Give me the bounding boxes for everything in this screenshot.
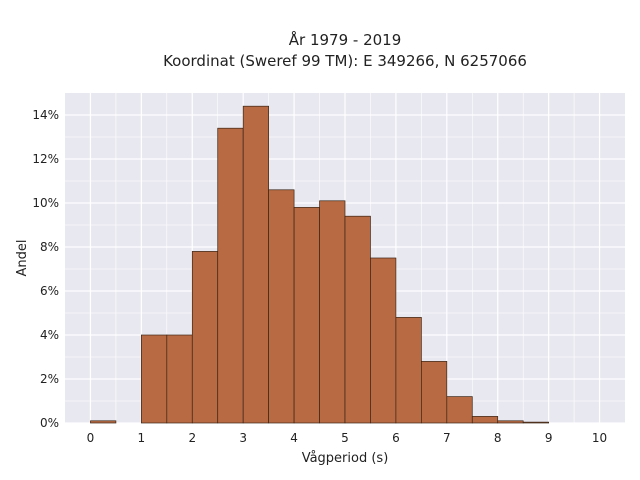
histogram-bar [90,420,117,424]
y-axis-ticks: 0% 2% 4% 6% 8% 10% 12% 14% [32,108,59,430]
histogram-bar [344,215,371,424]
histogram-bar [395,317,422,424]
x-tick-label: 7 [443,431,451,445]
y-tick-label: 12% [32,152,59,166]
x-tick-label: 2 [188,431,196,445]
y-tick-label: 8% [40,240,59,254]
bars [90,105,549,424]
histogram-bar [319,200,346,424]
histogram-bar [141,334,168,424]
x-axis-ticks: 0 1 2 3 4 5 6 7 8 9 10 [87,431,608,445]
x-tick-label: 6 [392,431,400,445]
y-tick-label: 0% [40,416,59,430]
histogram-bar [471,416,499,424]
x-tick-label: 1 [138,431,146,445]
histogram-bar [497,420,524,424]
histogram-bar [370,257,397,424]
histogram-bar [242,105,269,424]
histogram-bar [293,207,320,424]
histogram-bar [191,251,219,424]
histogram-bar [268,189,295,424]
x-tick-label: 3 [239,431,247,445]
chart-title-line2: Koordinat (Sweref 99 TM): E 349266, N 62… [163,52,527,70]
y-tick-label: 2% [40,372,59,386]
y-axis-label: Andel [15,240,30,277]
histogram-bar [217,127,244,424]
x-tick-label: 10 [592,431,607,445]
histogram-bar [522,421,549,424]
chart-title-line1: År 1979 - 2019 [289,30,402,49]
y-tick-label: 6% [40,284,59,298]
x-tick-label: 9 [545,431,553,445]
x-tick-label: 8 [494,431,502,445]
x-tick-label: 0 [87,431,95,445]
y-tick-label: 14% [32,108,59,122]
histogram-bar [166,334,193,424]
histogram-bar [421,361,448,424]
x-tick-label: 5 [341,431,349,445]
x-axis-label: Vågperiod (s) [302,451,389,466]
histogram-bar [446,396,473,424]
y-tick-label: 4% [40,328,59,342]
x-tick-label: 4 [290,431,298,445]
y-tick-label: 10% [32,196,59,210]
